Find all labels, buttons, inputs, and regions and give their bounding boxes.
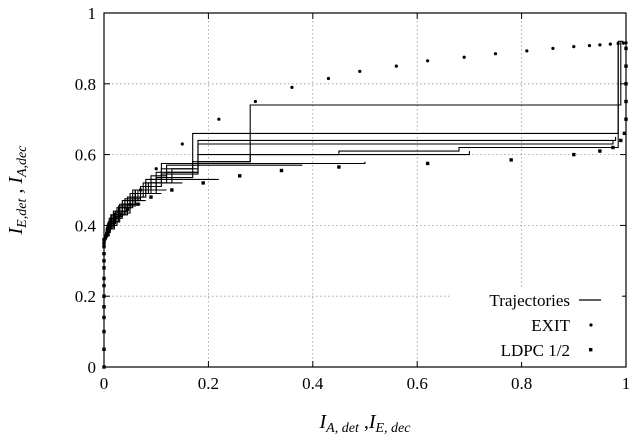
exit-point bbox=[138, 188, 143, 192]
x-tick-label: 0.6 bbox=[407, 374, 428, 393]
x-axis-label-sep: , bbox=[359, 411, 369, 433]
trajectory-line bbox=[111, 192, 162, 229]
ldpc-point bbox=[425, 161, 430, 166]
ldpc-point bbox=[136, 202, 140, 206]
plot-area bbox=[102, 40, 628, 369]
exit-point bbox=[217, 117, 221, 121]
exit-point bbox=[551, 46, 555, 51]
legend-marker-ldpc bbox=[589, 348, 593, 352]
trajectory-line bbox=[104, 40, 624, 244]
y-axis-label-sep: , bbox=[5, 184, 27, 199]
exit-point bbox=[621, 41, 625, 45]
y-tick-label: 0.2 bbox=[75, 287, 96, 306]
x-axis-label: IA, det ,IE, dec bbox=[319, 411, 412, 436]
exit-point bbox=[525, 49, 529, 53]
exit-point bbox=[290, 85, 294, 89]
ldpc-point bbox=[117, 213, 122, 217]
ldpc-point bbox=[125, 207, 130, 212]
y-tick-label: 1 bbox=[88, 4, 97, 23]
exit-point bbox=[598, 43, 602, 47]
legend: Trajectories EXIT LDPC 1/2 bbox=[452, 288, 622, 362]
legend-label-ldpc: LDPC 1/2 bbox=[501, 341, 570, 360]
ldpc-point bbox=[611, 145, 615, 150]
legend-label-exit: EXIT bbox=[531, 316, 570, 335]
legend-marker-exit bbox=[589, 323, 593, 327]
exit-point bbox=[616, 41, 620, 46]
exit-point bbox=[462, 55, 466, 59]
y-axis-label-sub2: A,dec bbox=[15, 145, 30, 178]
x-axis-label-sub2: E, dec bbox=[375, 421, 412, 436]
y-tick-label: 0 bbox=[88, 358, 97, 377]
exit-point bbox=[128, 202, 132, 206]
y-axis-label-main1: I bbox=[5, 226, 27, 235]
ldpc-point bbox=[201, 181, 205, 185]
trajectory-line bbox=[110, 210, 128, 228]
ldpc-point bbox=[619, 138, 623, 143]
exit-point bbox=[394, 64, 398, 68]
exit-point bbox=[358, 69, 362, 74]
ldpc-point bbox=[149, 195, 153, 199]
axes-ticks: 0 0.2 0.4 0.6 0.8 1 0 0.2 0.4 0.6 0.8 1 bbox=[75, 4, 631, 393]
ldpc-point bbox=[337, 165, 341, 169]
ldpc-point bbox=[103, 234, 108, 238]
x-axis-label-sub1: A, det bbox=[325, 421, 360, 436]
trajectory-line bbox=[105, 44, 619, 240]
x-axis-label-main2: I bbox=[368, 411, 377, 433]
x-tick-label: 0 bbox=[100, 374, 109, 393]
exit-point bbox=[154, 167, 158, 171]
ldpc-point bbox=[238, 174, 242, 178]
y-tick-label: 0.6 bbox=[75, 146, 96, 165]
trajectory-line bbox=[107, 161, 366, 236]
exit-point bbox=[426, 59, 430, 63]
exit-point bbox=[572, 45, 576, 49]
ldpc-point bbox=[572, 152, 576, 157]
exit-point bbox=[180, 142, 184, 146]
exit-point bbox=[493, 52, 498, 56]
trajectory-line bbox=[110, 189, 167, 229]
y-tick-label: 0.8 bbox=[75, 75, 96, 94]
exit-point bbox=[326, 76, 331, 81]
ldpc-point bbox=[622, 131, 627, 136]
y-axis-label: IE,det , IA,dec bbox=[5, 145, 30, 236]
ldpc-point bbox=[598, 149, 602, 153]
y-tick-label: 0.4 bbox=[75, 216, 97, 235]
ldpc-point bbox=[509, 158, 513, 162]
exit-point bbox=[253, 99, 257, 104]
ldpc-point bbox=[105, 229, 110, 233]
x-tick-label: 0.2 bbox=[198, 374, 219, 393]
exit-point bbox=[608, 42, 612, 46]
x-tick-label: 0.4 bbox=[302, 374, 324, 393]
x-tick-label: 1 bbox=[622, 374, 631, 393]
exit-point bbox=[587, 43, 592, 48]
ldpc-point bbox=[112, 218, 117, 222]
x-axis-label-main1: I bbox=[319, 411, 328, 433]
ldpc-point bbox=[108, 223, 112, 228]
ldpc-point bbox=[279, 168, 284, 173]
ldpc-point bbox=[170, 188, 174, 192]
legend-label-trajectories: Trajectories bbox=[489, 291, 570, 310]
y-axis-label-sub1: E,det bbox=[15, 198, 30, 229]
x-tick-label: 0.8 bbox=[511, 374, 532, 393]
trajectory-line bbox=[106, 136, 617, 240]
plot-frame bbox=[103, 12, 627, 368]
y-axis-label-main2: I bbox=[5, 176, 27, 185]
trajectory-line bbox=[105, 41, 622, 242]
